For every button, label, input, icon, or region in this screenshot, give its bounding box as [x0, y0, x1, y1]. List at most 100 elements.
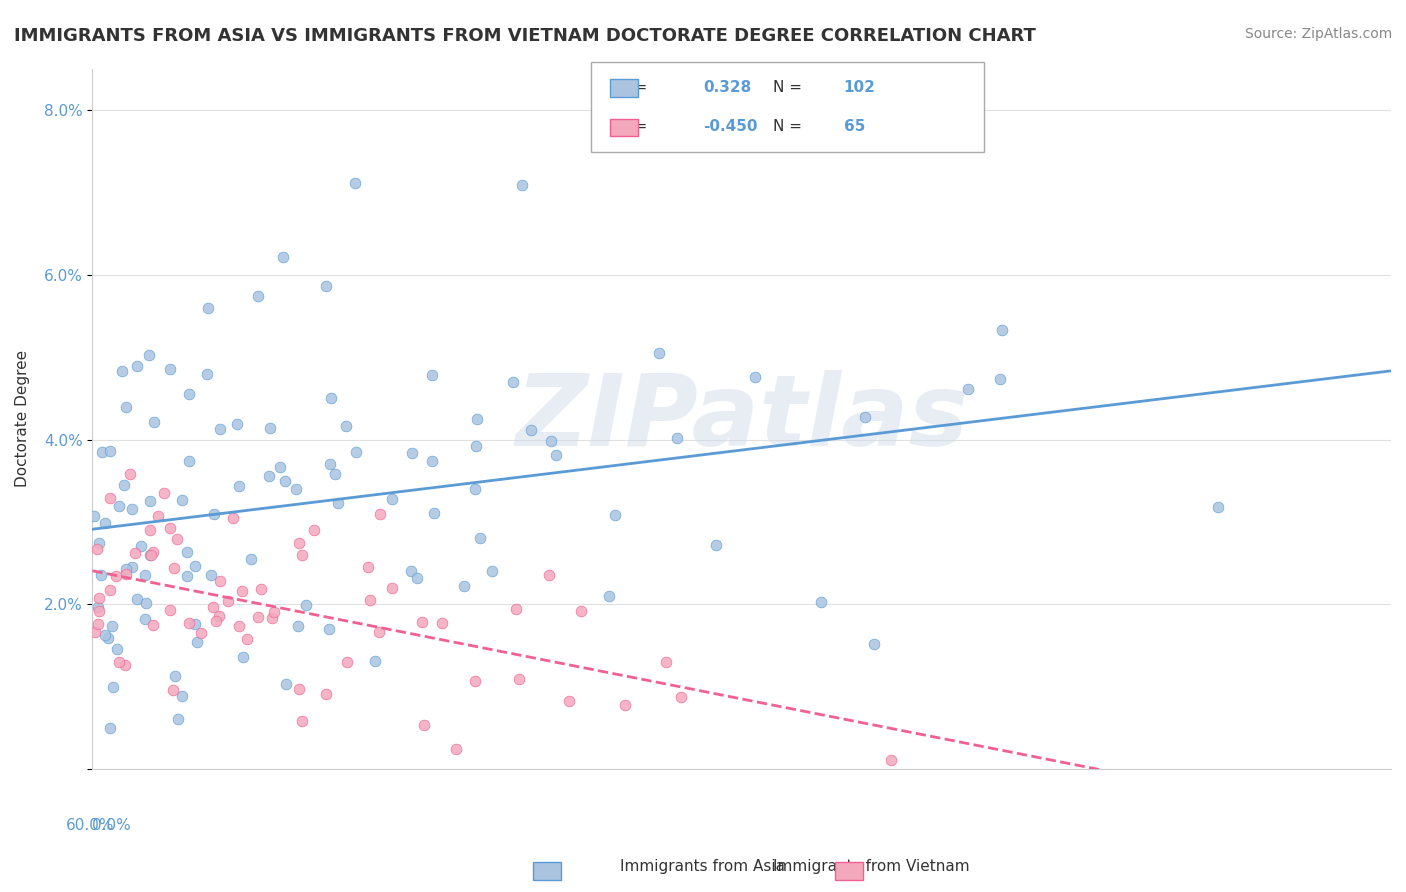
Point	[744, 370, 766, 384]
Point	[98, 444, 121, 458]
Point	[558, 694, 581, 708]
Text: Immigrants from Asia: Immigrants from Asia	[620, 859, 786, 874]
Text: R =: R =	[619, 120, 652, 134]
Point	[162, 682, 184, 697]
Point	[166, 532, 188, 546]
Point	[208, 609, 231, 624]
Point	[291, 548, 314, 562]
Y-axis label: Doctorate Degree: Doctorate Degree	[15, 351, 30, 488]
Point	[287, 619, 309, 633]
Point	[247, 289, 270, 303]
Point	[853, 409, 876, 424]
Point	[464, 673, 486, 688]
Point	[232, 649, 254, 664]
Point	[87, 617, 110, 632]
Point	[228, 479, 250, 493]
Point	[655, 655, 678, 669]
Point	[163, 668, 186, 682]
Point	[274, 677, 297, 691]
Point	[101, 619, 124, 633]
Point	[269, 459, 291, 474]
Point	[704, 538, 727, 552]
Point	[86, 542, 108, 557]
Point	[97, 631, 120, 645]
Point	[108, 499, 131, 513]
Point	[368, 507, 391, 521]
Point	[226, 417, 249, 432]
Point	[114, 562, 136, 576]
Point	[401, 445, 423, 459]
Point	[134, 568, 156, 582]
Point	[138, 523, 160, 537]
Point	[988, 371, 1011, 385]
Point	[222, 510, 245, 524]
Point	[318, 623, 340, 637]
Point	[183, 559, 205, 574]
Point	[114, 478, 136, 492]
Point	[107, 655, 129, 669]
Point	[481, 564, 503, 578]
Point	[540, 434, 562, 448]
Point	[98, 491, 121, 505]
Point	[142, 545, 165, 559]
Point	[271, 250, 294, 264]
Point	[508, 672, 530, 686]
Point	[159, 603, 181, 617]
Point	[363, 654, 385, 668]
Point	[87, 591, 110, 605]
Point	[423, 506, 446, 520]
Point	[190, 626, 212, 640]
Point	[183, 617, 205, 632]
Point	[135, 596, 157, 610]
Point	[87, 599, 110, 614]
Point	[336, 656, 359, 670]
Point	[176, 545, 198, 559]
Point	[569, 604, 592, 618]
Point	[179, 387, 201, 401]
Point	[273, 474, 295, 488]
Point	[115, 400, 138, 414]
Point	[546, 448, 568, 462]
Point	[115, 566, 138, 581]
Point	[260, 611, 283, 625]
Point	[399, 564, 422, 578]
Point	[239, 551, 262, 566]
Point	[186, 635, 208, 649]
Text: 60.0%: 60.0%	[66, 818, 114, 833]
Point	[228, 619, 250, 633]
Point	[603, 508, 626, 522]
Point	[344, 445, 367, 459]
Point	[231, 584, 253, 599]
Text: Source: ZipAtlas.com: Source: ZipAtlas.com	[1244, 27, 1392, 41]
Point	[318, 457, 340, 471]
Point	[138, 348, 160, 362]
Point	[315, 687, 337, 701]
Point	[121, 501, 143, 516]
Point	[321, 391, 343, 405]
Point	[291, 714, 314, 728]
Point	[263, 606, 285, 620]
Text: 0.0%: 0.0%	[93, 818, 131, 833]
Point	[295, 598, 318, 612]
Point	[125, 359, 148, 373]
Point	[139, 548, 162, 562]
Point	[381, 581, 404, 595]
Point	[464, 439, 486, 453]
Point	[176, 568, 198, 582]
Text: ZIPatlas: ZIPatlas	[515, 370, 969, 467]
Point	[315, 278, 337, 293]
Point	[209, 422, 232, 436]
Point	[179, 453, 201, 467]
Point	[671, 690, 693, 704]
Text: 0.328: 0.328	[703, 80, 751, 95]
Point	[413, 718, 436, 732]
Point	[411, 615, 433, 629]
Text: Immigrants from Vietnam: Immigrants from Vietnam	[773, 859, 970, 874]
Point	[205, 614, 228, 628]
Point	[648, 345, 671, 359]
Point	[863, 637, 886, 651]
Point	[167, 712, 190, 726]
Point	[356, 560, 378, 574]
Point	[537, 568, 560, 582]
Point	[200, 567, 222, 582]
